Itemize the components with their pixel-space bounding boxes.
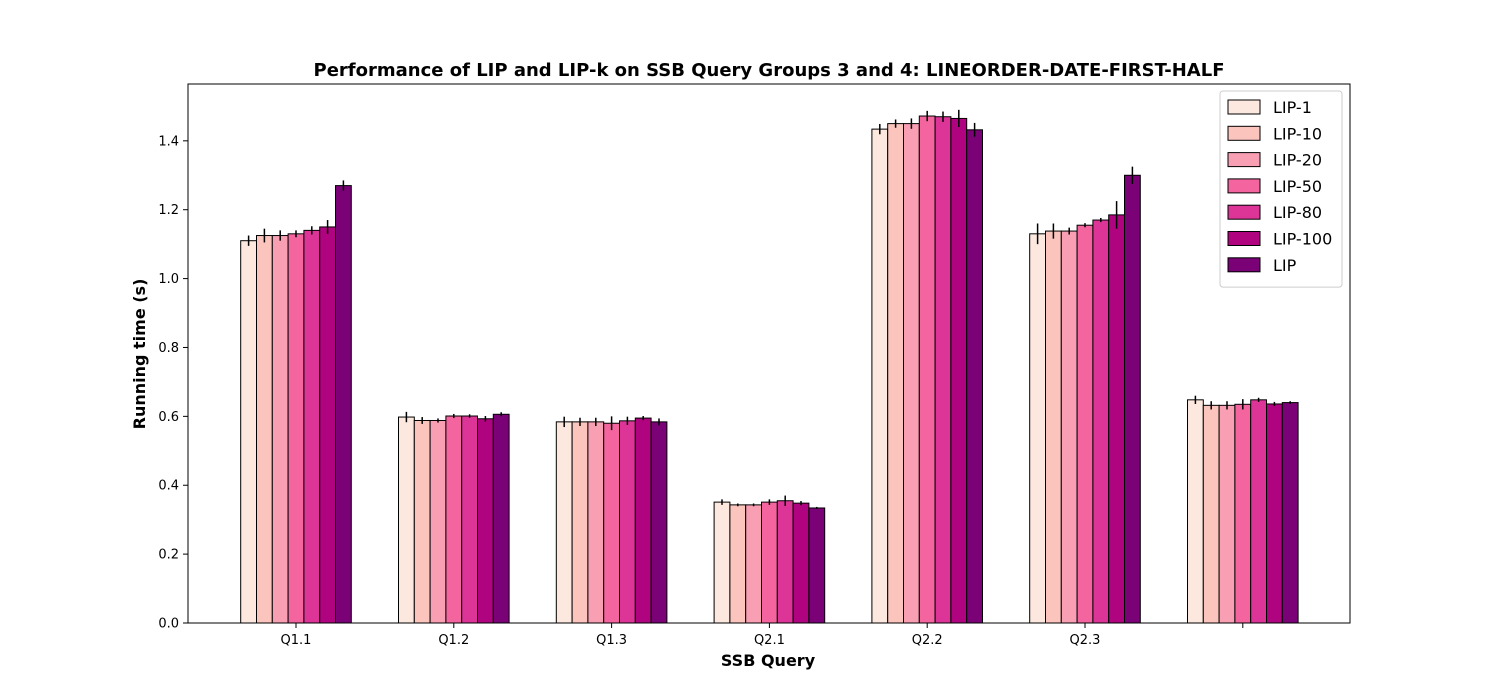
y-tick-label: 0.0 (158, 617, 179, 632)
bar (887, 123, 905, 624)
plot-area: 0.0 0.2 0.4 0.6 0.8 1.0 1.2 1.4 Q1.1 Q1.2 Q1.3 Q2.1… (158, 83, 1351, 648)
bar (492, 413, 510, 624)
legend-swatch (1227, 152, 1261, 168)
bar (398, 416, 415, 624)
x-tick-label: Q2.1 (754, 633, 785, 648)
bar (1060, 230, 1078, 624)
legend-swatch (1227, 257, 1261, 273)
x-tick-label: Q1.3 (596, 633, 627, 648)
bar (792, 502, 810, 624)
legend-label: LIP-100 (1273, 230, 1332, 249)
bar (256, 235, 273, 624)
bar (413, 419, 431, 624)
bar (571, 421, 589, 624)
bar (445, 415, 463, 624)
bar (240, 240, 257, 624)
bar (745, 504, 763, 624)
y-tick-label: 0.8 (158, 341, 179, 356)
y-tick-label: 0.6 (158, 410, 179, 425)
legend-swatch (1227, 204, 1261, 220)
legend-label: LIP (1273, 256, 1297, 275)
bar (1187, 399, 1204, 624)
legend: LIP-1 LIP-10 LIP-20 LIP-50 LIP-80 LIP-100 LIP (1219, 90, 1343, 288)
bar (650, 421, 668, 624)
bar (729, 504, 747, 624)
bar (1218, 404, 1236, 624)
bar (619, 420, 636, 624)
legend-label: LIP-1 (1273, 98, 1312, 117)
bar (634, 417, 652, 624)
bar (934, 116, 952, 624)
bar (966, 129, 984, 624)
legend-swatch (1227, 125, 1261, 141)
legend-label: LIP-50 (1273, 177, 1322, 196)
bar (761, 501, 778, 624)
bar (918, 115, 936, 624)
bar (871, 128, 889, 624)
legend-swatch (1227, 99, 1261, 115)
x-tick-label: Q1.2 (438, 633, 469, 648)
bar (461, 415, 479, 624)
x-tick-label: Q2.3 (1070, 633, 1101, 648)
x-axis-label: SSB Query (721, 651, 816, 670)
bar (1108, 214, 1125, 624)
bar (303, 229, 321, 624)
bar (335, 185, 352, 624)
bar (1202, 404, 1220, 624)
legend-label: LIP-10 (1273, 124, 1322, 143)
bar (429, 419, 447, 624)
bar (1029, 233, 1046, 624)
x-tick-label: Q2.2 (912, 633, 943, 648)
bar (808, 507, 826, 624)
chart-title: Performance of LIP and LIP-k on SSB Quer… (314, 60, 1225, 81)
bar (1076, 224, 1094, 624)
y-tick-label: 0.2 (158, 548, 179, 563)
bar (1234, 403, 1252, 624)
bar (555, 421, 573, 624)
y-tick-label: 1.0 (158, 272, 179, 287)
bar (1281, 402, 1299, 624)
y-tick-label: 0.4 (158, 479, 179, 494)
y-axis-label: Running time (s) (130, 279, 149, 430)
legend-swatch (1227, 231, 1261, 246)
legend-label: LIP-20 (1273, 151, 1322, 170)
bar (713, 501, 731, 624)
bar (587, 421, 605, 624)
x-tick-label: Q1.1 (281, 633, 312, 648)
bar (1124, 174, 1141, 624)
legend-label: LIP-80 (1273, 203, 1322, 222)
bar (319, 226, 337, 624)
bar (477, 418, 494, 624)
bar (903, 123, 920, 624)
bar (1045, 230, 1062, 624)
bar (1266, 403, 1283, 624)
legend-swatch (1227, 178, 1261, 194)
bar (776, 500, 794, 624)
bar (950, 117, 968, 624)
y-tick-label: 1.2 (158, 203, 179, 218)
bar (1092, 219, 1110, 624)
bar (603, 422, 621, 624)
bar (1250, 399, 1267, 624)
bar (287, 233, 305, 624)
bar (271, 235, 289, 624)
y-tick-label: 1.4 (158, 134, 179, 149)
